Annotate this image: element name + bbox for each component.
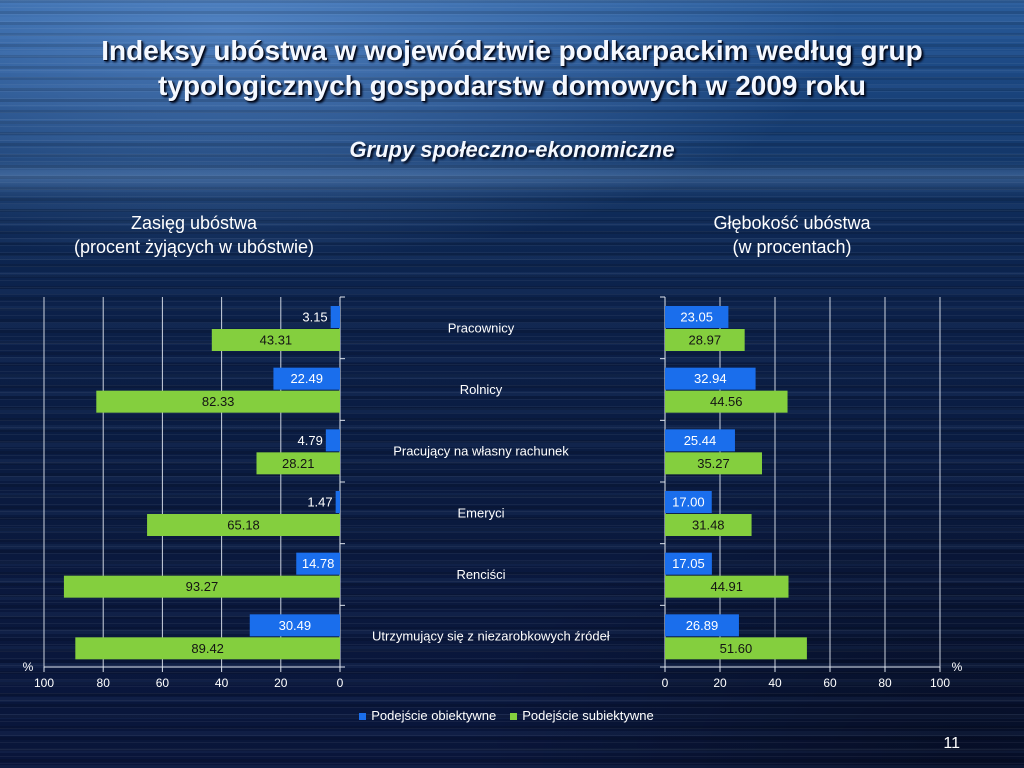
depth-value-label-subjective: 44.91 [710,579,743,594]
depth-value-label-subjective: 31.48 [692,518,725,533]
depth-bar-subjective [665,514,752,536]
range-value-label-objective: 1.47 [307,495,332,510]
depth-value-label-subjective: 28.97 [689,333,722,348]
depth-bar-subjective [665,329,745,351]
legend-label-objective: Podejście obiektywne [371,708,497,723]
range-value-label-subjective: 28.21 [282,456,315,471]
range-bar-subjective [211,329,340,351]
category-labels: Pracownicy Rolnicy Pracujący na własny rac… [372,320,610,643]
depth-unit-label: % [952,660,963,674]
depth-bar-objective [665,306,729,328]
depth-value-label-objective: 25.44 [684,433,717,448]
range-x-tick-label: 100 [34,676,54,690]
range-bar-objective [273,367,340,390]
range-chart-heading: Zasięg ubóstwa (procent żyjących w ubóst… [44,211,344,259]
range-value-label-objective: 4.79 [298,433,323,448]
depth-bar-objective [665,491,712,513]
depth-bar-subjective [665,452,762,475]
range-value-label-subjective: 89.42 [191,641,224,656]
depth-x-tick-label: 40 [768,676,782,690]
range-bar-objective [325,429,340,452]
depth-value-label-objective: 32.94 [694,371,727,386]
range-bar-subjective [63,575,340,598]
legend-swatch-subjective [510,712,518,720]
depth-bar-subjective [665,390,788,413]
range-x-tick-label: 60 [156,676,170,690]
legend-swatch-objective [359,712,367,720]
range-x-tick-label: 80 [97,676,111,690]
slide-subtitle: Grupy społeczno-ekonomiczne [349,137,675,162]
depth-bar-subjective [665,575,789,598]
range-bar-objective [330,306,340,328]
category-label: Rolnicy [460,382,503,397]
range-bar-objective [249,614,340,637]
depth-chart-subtitle: (w procentach) [732,237,852,257]
range-chart-title: Zasięg ubóstwa [130,213,258,233]
category-label: Pracownicy [448,320,515,335]
range-bar-subjective [147,514,340,536]
category-label: Utrzymujący się z niezarobkowych źródeł [372,629,610,644]
range-bar-objective [335,491,340,513]
range-value-label-objective: 3.15 [302,310,327,325]
page-number: 11 [943,735,960,752]
range-bar-subjective [96,390,341,413]
depth-x-tick-label: 20 [713,676,727,690]
range-value-label-subjective: 43.31 [260,333,293,348]
range-value-label-objective: 14.78 [302,556,335,571]
legend-label-subjective: Podejście subiektywne [522,708,654,723]
range-bar-subjective [75,637,340,660]
range-x-tick-label: 40 [215,676,229,690]
depth-chart-title: Głębokość ubóstwa [713,213,871,233]
depth-bar-objective [665,614,739,637]
depth-bar-objective [665,552,712,575]
range-bar-objective [296,552,340,575]
depth-x-tick-label: 80 [878,676,892,690]
depth-value-label-objective: 17.00 [672,495,705,510]
range-bar-subjective [256,452,340,475]
depth-value-label-subjective: 44.56 [710,394,743,409]
depth-chart: 0 20 40 60 80 100% 23.05 32.94 25.44 17.00 17.05 26… [660,296,963,690]
depth-value-label-objective: 23.05 [680,310,713,325]
slide-title: Indeksy ubóstwa w województwie podkarpac… [0,33,1024,103]
depth-value-label-subjective: 51.60 [720,641,753,656]
range-x-tick-label: 0 [337,676,344,690]
range-unit-label: % [23,660,34,674]
depth-x-tick-label: 100 [930,676,950,690]
slide-title-line-2: typologicznych gospodarstw domowych w 20… [158,70,866,101]
range-chart-subtitle: (procent żyjących w ubóstwie) [73,237,315,257]
legend-item-subjective: Podejście subiektywne [510,707,654,725]
depth-bar-objective [665,429,735,452]
range-value-label-objective: 30.49 [279,618,312,633]
range-value-label-subjective: 65.18 [227,518,260,533]
range-value-label-subjective: 82.33 [202,394,235,409]
category-label: Renciści [456,567,505,582]
range-chart: 100 80 60 40 20 0% 3.15 22.49 4.79 1.47 14.78 30.49… [23,296,345,690]
slide-title-line-1: Indeksy ubóstwa w województwie podkarpac… [101,35,923,66]
range-value-label-objective: 22.49 [290,371,323,386]
range-x-tick-label: 20 [274,676,288,690]
chart-legend: Podejście obiektywne Podejście subiektyw… [0,707,1013,725]
depth-x-tick-label: 60 [823,676,837,690]
depth-value-label-objective: 17.05 [672,556,705,571]
category-label: Pracujący na własny rachunek [393,444,569,459]
legend-item-objective: Podejście obiektywne [359,707,496,725]
depth-chart-heading: Głębokość ubóstwa (w procentach) [642,211,942,259]
depth-bar-subjective [665,637,807,660]
depth-x-tick-label: 0 [662,676,669,690]
depth-bar-objective [665,367,756,390]
depth-value-label-subjective: 35.27 [697,456,730,471]
depth-value-label-objective: 26.89 [686,618,719,633]
category-label: Emeryci [458,505,505,520]
range-value-label-subjective: 93.27 [186,579,219,594]
